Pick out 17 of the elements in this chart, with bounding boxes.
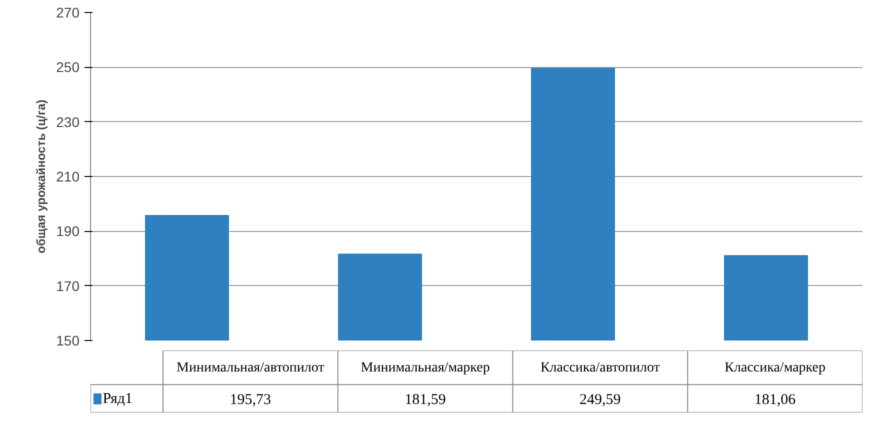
data-label: 249,59 [580,392,621,408]
y-tick-label: 190 [56,223,80,240]
y-tick-label: 150 [56,332,80,348]
y-axis-title: общая урожайность (ц/га) [34,100,48,254]
y-tick-label: 270 [56,4,80,20]
data-label: 181,59 [404,392,446,408]
x-tick-label: Минимальная/маркер [360,360,490,376]
y-tick-label: 210 [56,168,80,184]
data-label: 195,73 [230,392,272,408]
y-tick-label: 170 [56,278,80,294]
legend-label: Ряд1 [102,390,133,407]
x-tick-label: Классика/автопилот [540,360,660,376]
data-label: 181,06 [754,392,796,408]
x-tick-label: Классика/маркер [724,360,826,376]
y-tick-label: 250 [56,59,80,76]
x-tick-label: Минимальная/автопилот [176,360,324,376]
y-tick-label: 230 [56,114,80,130]
